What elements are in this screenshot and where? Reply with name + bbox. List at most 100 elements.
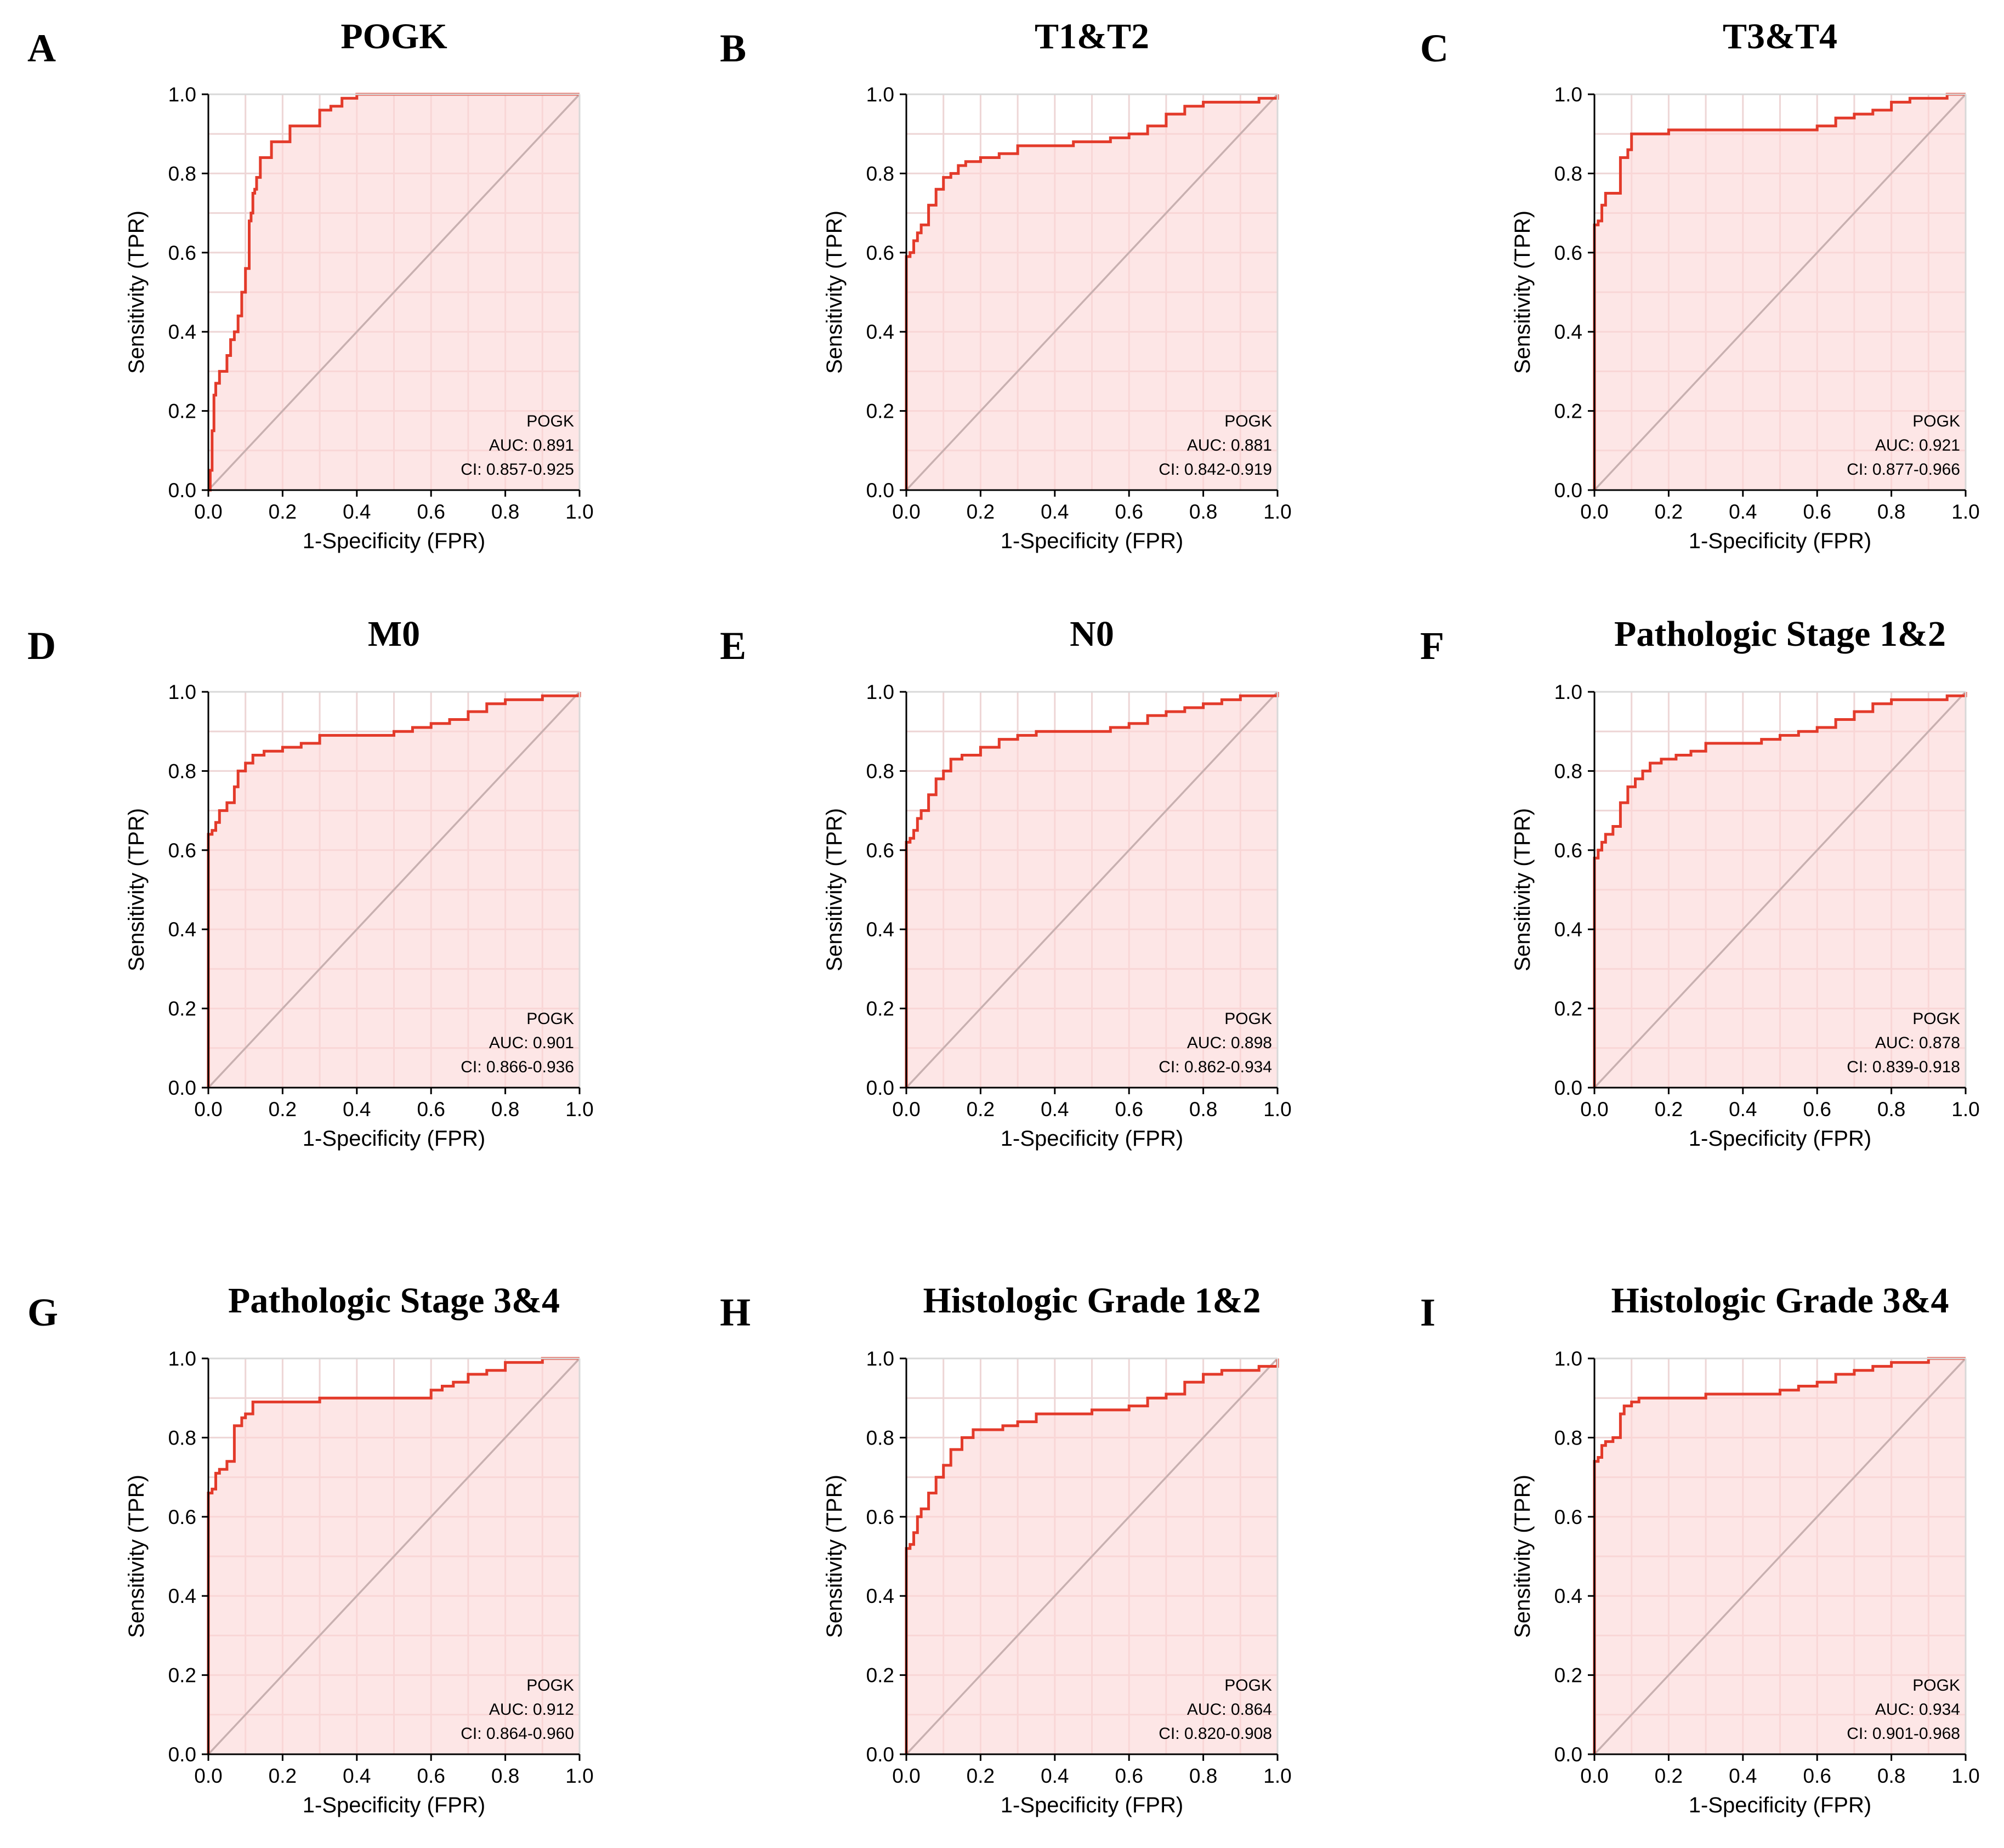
legend-series-name: POGK [1224,412,1272,430]
x-tick-label: 0.0 [892,1765,920,1787]
legend-auc: AUC: 0.898 [1187,1034,1272,1052]
reference-diagonal [905,93,1279,491]
legend: POGK AUC: 0.921 CI: 0.877-0.966 [1847,412,1960,479]
y-tick-label: 0.2 [866,998,894,1020]
x-axis-label: 1-Specificity (FPR) [1689,1127,1871,1151]
panel-letter: D [27,624,56,668]
x-tick-label: 0.4 [1041,501,1069,523]
y-tick-label: 0.0 [168,1077,196,1099]
panel-letter: H [720,1290,751,1334]
legend-auc: AUC: 0.934 [1875,1701,1960,1719]
x-axis-label: 1-Specificity (FPR) [1689,529,1871,553]
x-tick-label: 0.2 [269,1765,297,1787]
x-tick-label: 0.2 [1655,501,1683,523]
legend-auc: AUC: 0.881 [1187,436,1272,454]
x-tick-label: 0.4 [1729,501,1757,523]
roc-curve [1593,692,1967,1088]
reference-diagonal [207,1357,581,1755]
legend: POGK AUC: 0.934 CI: 0.901-0.968 [1847,1676,1960,1743]
roc-curve [905,1358,1279,1754]
x-tick-label: 1.0 [565,1098,593,1121]
panel-title: N0 [1070,614,1114,654]
y-tick-label: 0.6 [866,1506,894,1528]
x-axis-label: 1-Specificity (FPR) [303,1793,485,1817]
x-tick-label: 0.0 [194,501,222,523]
y-tick-label: 0.4 [866,918,894,941]
x-axis-label: 1-Specificity (FPR) [1001,1127,1183,1151]
y-tick-label: 0.4 [1554,1585,1582,1607]
x-tick-label: 0.8 [1877,501,1905,523]
x-tick-label: 0.6 [417,501,445,523]
legend-series-name: POGK [1912,1010,1960,1028]
y-tick-label: 0.2 [866,400,894,423]
y-axis-label: Sensitivity (TPR) [124,211,149,374]
x-tick-label: 0.0 [892,1098,920,1121]
x-tick-label: 0.8 [491,501,519,523]
x-tick-label: 0.0 [892,501,920,523]
y-tick-label: 1.0 [1554,681,1582,703]
x-tick-label: 0.2 [967,1098,995,1121]
x-tick-label: 0.2 [1655,1765,1683,1787]
y-tick-label: 0.0 [1554,1077,1582,1099]
y-tick-label: 0.8 [866,162,894,185]
x-tick-label: 0.2 [1655,1098,1683,1121]
x-tick-label: 0.0 [1580,501,1608,523]
x-tick-label: 0.8 [1189,1098,1217,1121]
y-axis-label: Sensitivity (TPR) [1511,808,1535,971]
x-axis-label: 1-Specificity (FPR) [1001,1793,1183,1817]
legend-ci: CI: 0.901-0.968 [1847,1725,1960,1743]
reference-diagonal [207,93,581,491]
roc-panel-g: G Pathologic Stage 3&4 0.0 0.2 0.4 0.6 0.8 1.0 0… [27,1281,594,1817]
y-tick-label: 0.8 [1554,162,1582,185]
x-tick-label: 0.6 [417,1765,445,1787]
grid-overlay [208,94,580,490]
y-tick-label: 0.0 [1554,479,1582,502]
legend-auc: AUC: 0.912 [489,1701,574,1719]
y-axis-label: Sensitivity (TPR) [1511,1475,1535,1638]
legend: POGK AUC: 0.901 CI: 0.866-0.936 [461,1010,574,1076]
y-tick-label: 0.6 [1554,839,1582,862]
x-axis-label: 1-Specificity (FPR) [1001,529,1183,553]
x-tick-label: 0.0 [194,1098,222,1121]
x-axis-label: 1-Specificity (FPR) [303,529,485,553]
y-tick-label: 1.0 [1554,83,1582,106]
legend-ci: CI: 0.820-0.908 [1159,1725,1272,1743]
y-tick-label: 0.4 [168,321,196,343]
x-tick-label: 0.6 [1803,501,1831,523]
y-axis-label: Sensitivity (TPR) [822,808,847,971]
legend-auc: AUC: 0.891 [489,436,574,454]
x-tick-label: 1.0 [1263,501,1291,523]
y-tick-label: 0.8 [866,1426,894,1449]
panel-letter: B [720,26,746,70]
grid-overlay [1594,94,1966,490]
x-tick-label: 1.0 [565,1765,593,1787]
panel-title: Pathologic Stage 3&4 [228,1281,560,1321]
legend-series-name: POGK [526,412,574,430]
panel-title: Histologic Grade 1&2 [923,1281,1261,1321]
y-axis-label: Sensitivity (TPR) [124,808,149,971]
legend-ci: CI: 0.864-0.960 [461,1725,574,1743]
y-tick-label: 0.6 [168,242,196,264]
x-tick-label: 0.6 [1115,1765,1143,1787]
x-tick-label: 0.6 [1803,1098,1831,1121]
y-tick-label: 0.4 [1554,918,1582,941]
panel-title: Histologic Grade 3&4 [1611,1281,1949,1321]
y-tick-label: 0.8 [168,162,196,185]
y-tick-label: 0.2 [168,400,196,423]
legend-ci: CI: 0.839-0.918 [1847,1058,1960,1076]
y-tick-label: 0.0 [866,479,894,502]
y-tick-label: 1.0 [168,83,196,106]
y-tick-label: 0.2 [866,1664,894,1687]
roc-panel-b: B T1&T2 0.0 0.2 0.4 0.6 0.8 1.0 0.0 0.2 0.4 0.6 0.8 1… [720,16,1292,553]
roc-curve [1593,93,1966,490]
x-tick-label: 1.0 [1951,1765,1979,1787]
legend-auc: AUC: 0.901 [489,1034,574,1052]
x-tick-label: 0.4 [1041,1098,1069,1121]
y-axis-label: Sensitivity (TPR) [124,1475,149,1638]
y-tick-label: 0.8 [1554,1426,1582,1449]
legend-ci: CI: 0.862-0.934 [1159,1058,1272,1076]
panel-letter: A [27,26,56,70]
y-axis-label: Sensitivity (TPR) [1511,211,1535,374]
roc-curve [905,692,1279,1088]
